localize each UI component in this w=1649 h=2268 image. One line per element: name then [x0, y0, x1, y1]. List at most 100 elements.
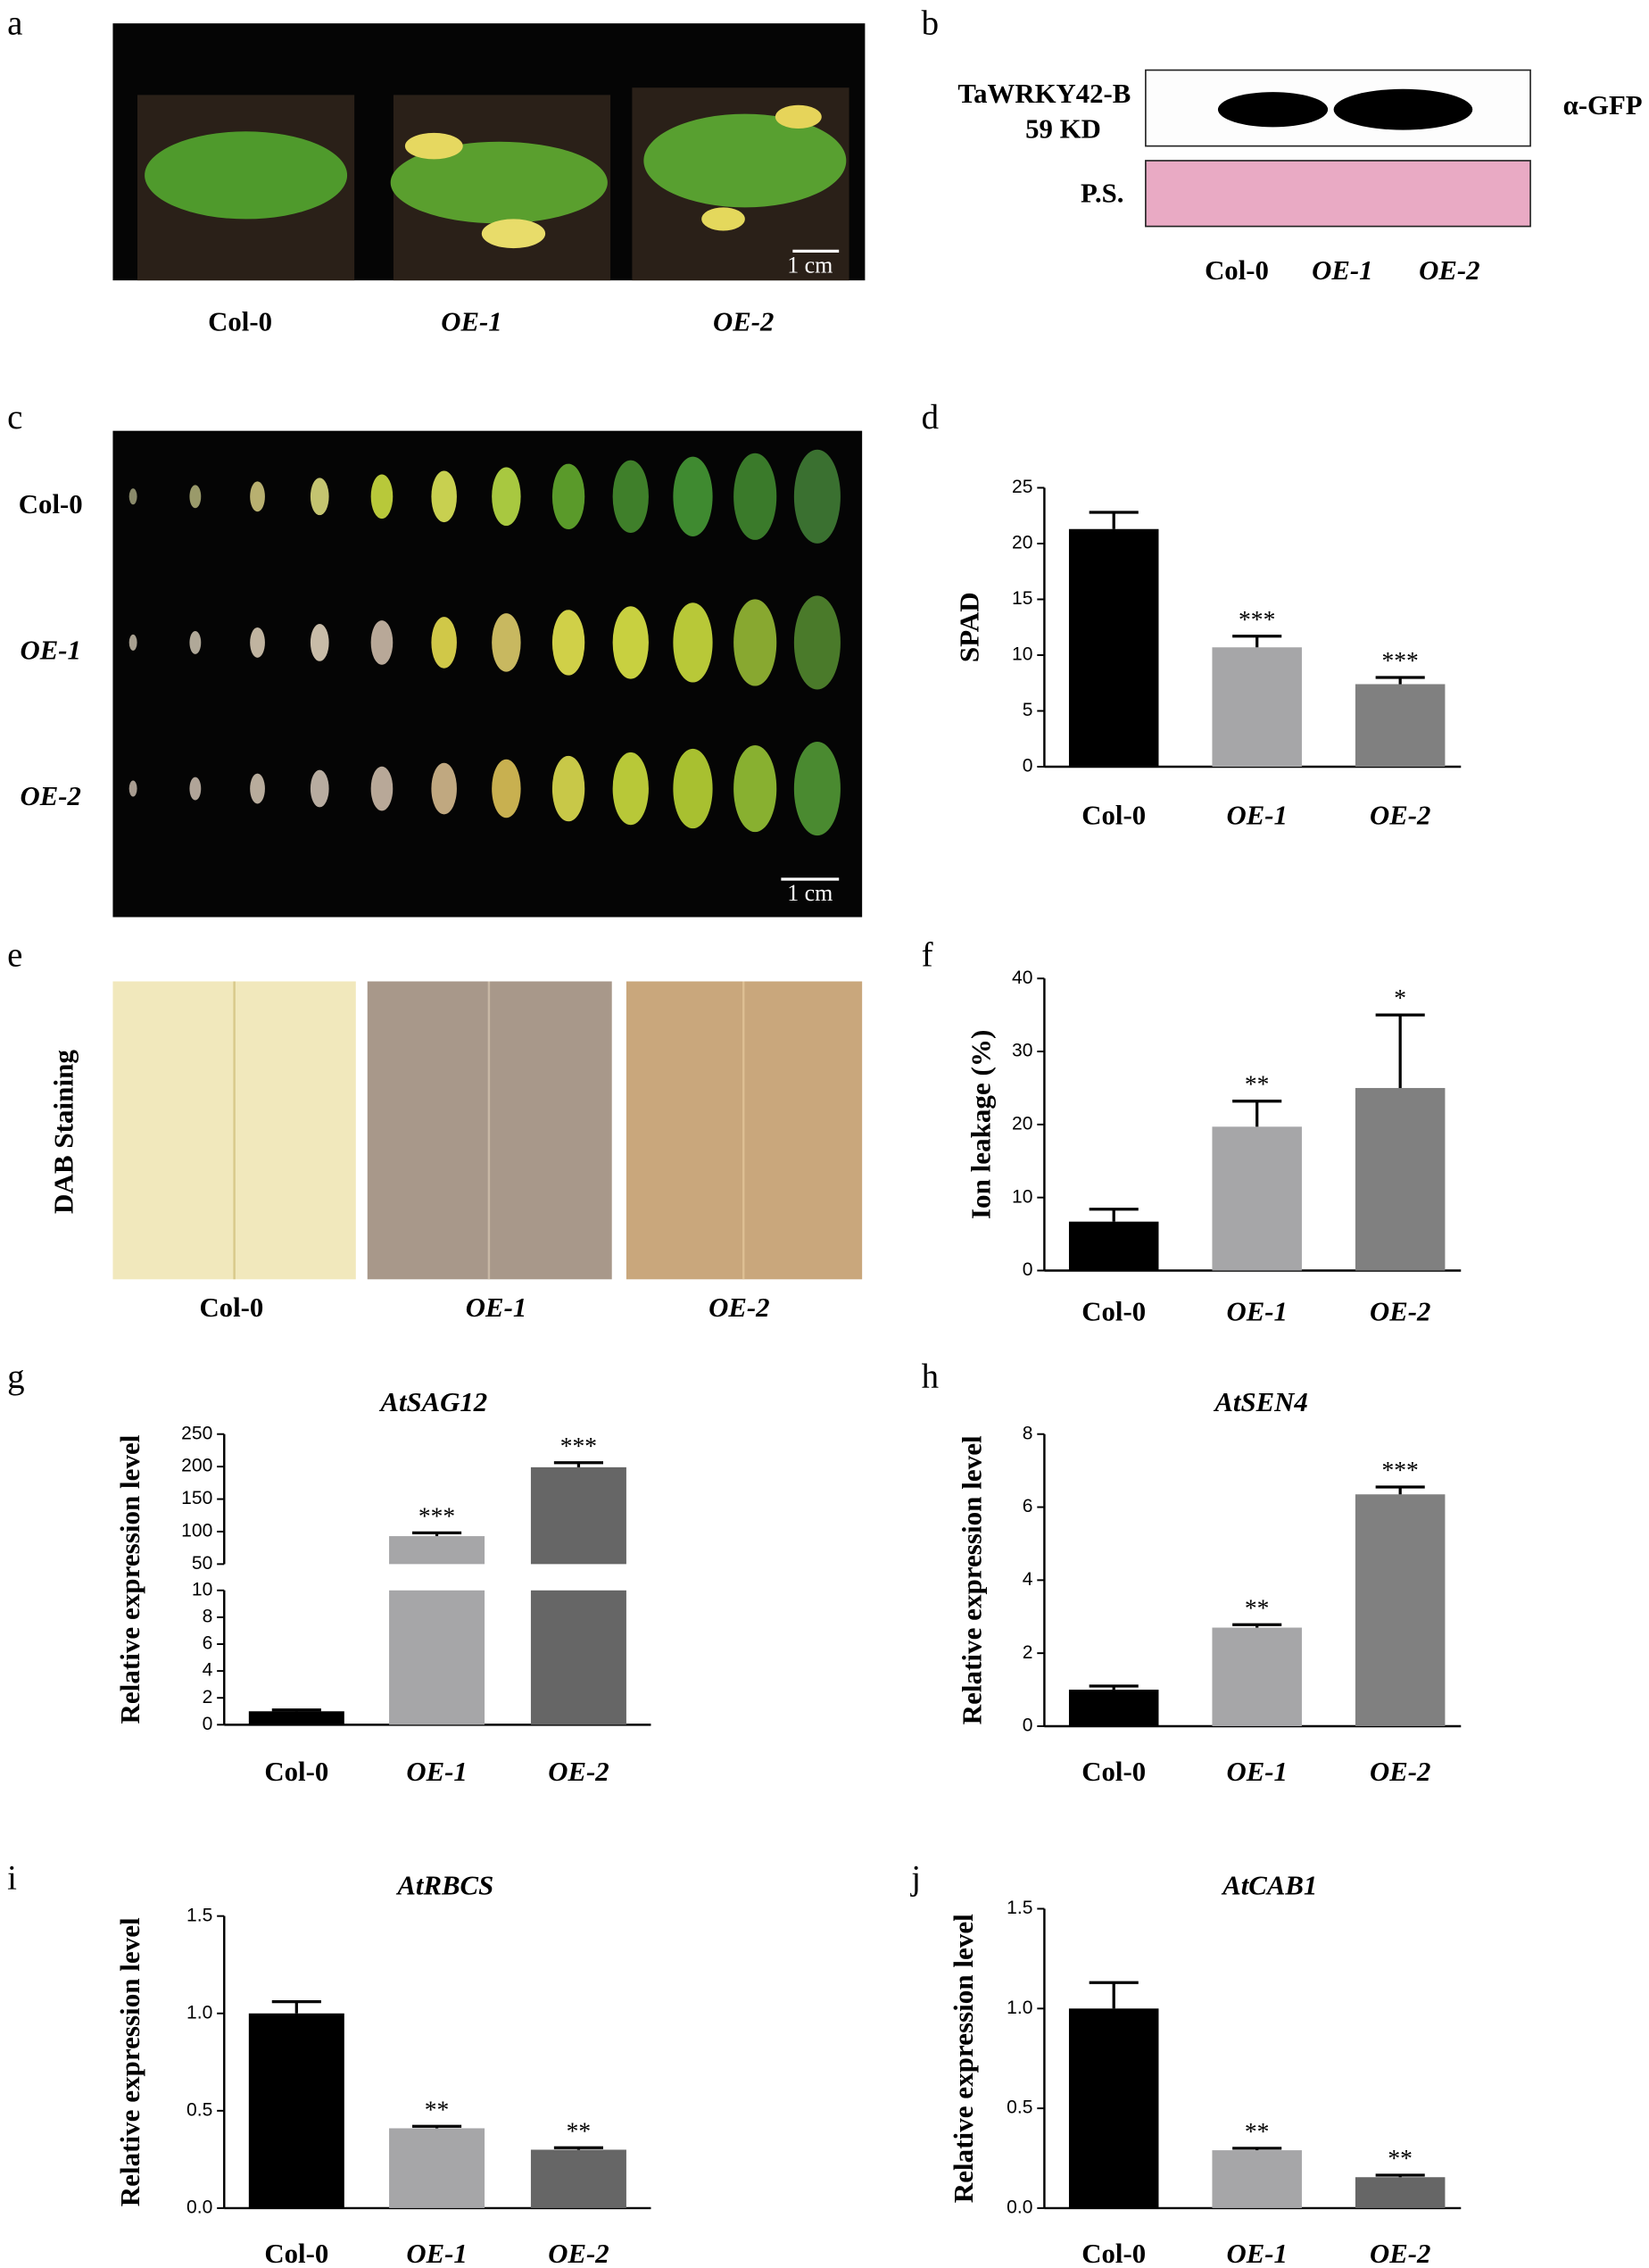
leaf: [189, 485, 202, 509]
significance: **: [425, 2095, 450, 2123]
bar: [1068, 1221, 1159, 1271]
y-tick-label: 100: [181, 1520, 212, 1541]
x-tick-label: OE-2: [1370, 799, 1430, 830]
bar: [248, 1711, 344, 1725]
leaf: [733, 453, 777, 540]
leaf: [370, 474, 394, 519]
antibody-label: α-GFP: [1563, 89, 1643, 120]
y-tick-label: 6: [1023, 1496, 1033, 1516]
leaf: [793, 449, 841, 544]
leaf: [431, 762, 457, 815]
genotype-label: OE-1: [441, 305, 501, 336]
panel-letter: i: [7, 1858, 17, 1897]
x-tick-label: Col-0: [264, 2238, 328, 2268]
size-label: 59 KD: [1025, 112, 1101, 144]
y-tick-label: 0.5: [186, 2099, 212, 2120]
leaf: [673, 602, 713, 683]
bar: [1212, 647, 1302, 767]
genotype-label: OE-2: [1419, 254, 1479, 286]
leaf: [431, 470, 457, 523]
y-tick-label: 8: [1023, 1423, 1033, 1443]
y-tick-label: 0: [1023, 1259, 1033, 1280]
pots: [137, 87, 849, 281]
y-tick-label: 250: [181, 1423, 212, 1443]
panel-letter: b: [922, 4, 939, 42]
leaf: [370, 766, 394, 811]
significance: ***: [1382, 646, 1419, 674]
leaf: [492, 759, 521, 818]
leaf: [370, 620, 394, 665]
bar: [389, 2128, 485, 2208]
leaf: [310, 478, 329, 516]
y-tick-label: 4: [1023, 1569, 1033, 1590]
y-tick-label: 0.5: [1007, 2098, 1032, 2118]
y-tick-label: 1.5: [1007, 1898, 1032, 1918]
y-tick-label: 0: [1023, 1716, 1033, 1736]
bar: [389, 1536, 485, 1565]
leaf: [250, 773, 265, 804]
panel-letter: f: [922, 935, 934, 974]
side-label: DAB Staining: [48, 1050, 79, 1214]
ponceau-stain: [1145, 160, 1531, 228]
significance: ***: [418, 1501, 455, 1529]
leaf: [310, 624, 329, 661]
blot-band: [1333, 88, 1473, 130]
y-tick-label: 1.0: [1007, 1998, 1032, 2018]
x-tick-label: Col-0: [1081, 1756, 1146, 1787]
y-axis-label: Relative expression level: [948, 1914, 979, 2203]
leaf: [310, 769, 329, 808]
y-tick-label: 5: [1023, 700, 1033, 720]
x-tick-label: OE-1: [1226, 2238, 1287, 2268]
genotype-label: OE-1: [1312, 254, 1372, 286]
y-axis-label: Relative expression level: [114, 1917, 145, 2206]
y-tick-label: 10: [1012, 644, 1032, 665]
leaf: [673, 456, 713, 536]
bar: [1068, 1690, 1159, 1726]
y-tick-label: 50: [192, 1553, 212, 1574]
leaf: [793, 595, 841, 690]
bar: [1068, 528, 1159, 767]
leaf: [492, 613, 521, 672]
x-tick-label: Col-0: [1081, 2238, 1146, 2268]
y-tick-label: 15: [1012, 588, 1032, 609]
bar: [1355, 1494, 1446, 1726]
bar: [1355, 1087, 1446, 1271]
bar: [1355, 684, 1446, 767]
significance: **: [1245, 2117, 1270, 2145]
significance: **: [1388, 2144, 1413, 2172]
significance: ***: [1239, 605, 1275, 633]
y-tick-label: 20: [1012, 533, 1032, 553]
leaf: [250, 627, 265, 658]
panel-letter: g: [7, 1358, 24, 1396]
y-tick-label: 25: [1012, 477, 1032, 497]
leaf: [733, 599, 777, 686]
leaf: [733, 744, 777, 833]
row-label: OE-2: [21, 780, 81, 811]
y-axis-label: Ion leakage (%): [965, 1030, 997, 1219]
y-tick-label: 8: [203, 1606, 213, 1626]
row-label: Col-0: [19, 488, 83, 519]
genotype-label: OE-2: [713, 305, 774, 336]
bar: [248, 2013, 344, 2208]
leaf: [551, 463, 585, 530]
x-tick-label: OE-1: [1226, 1756, 1287, 1787]
chart-title: AtSAG12: [378, 1386, 487, 1417]
leaf: [612, 752, 649, 826]
y-tick-label: 4: [203, 1660, 213, 1681]
significance: *: [1394, 984, 1406, 1011]
panel-letter: d: [922, 398, 940, 436]
y-tick-label: 10: [192, 1579, 212, 1599]
y-axis-label: Relative expression level: [114, 1434, 145, 1724]
leaf: [673, 748, 713, 829]
y-tick-label: 1.0: [186, 2002, 212, 2023]
x-tick-label: OE-1: [1226, 1296, 1287, 1327]
leaf: [551, 610, 585, 676]
panel-letter: c: [7, 398, 22, 436]
genotype-label: OE-1: [466, 1292, 526, 1323]
genotype-label: Col-0: [208, 305, 272, 336]
panel-letter: h: [922, 1358, 940, 1396]
y-tick-label: 40: [1012, 968, 1032, 988]
x-tick-label: OE-2: [1370, 1296, 1430, 1327]
bar: [389, 1590, 485, 1725]
